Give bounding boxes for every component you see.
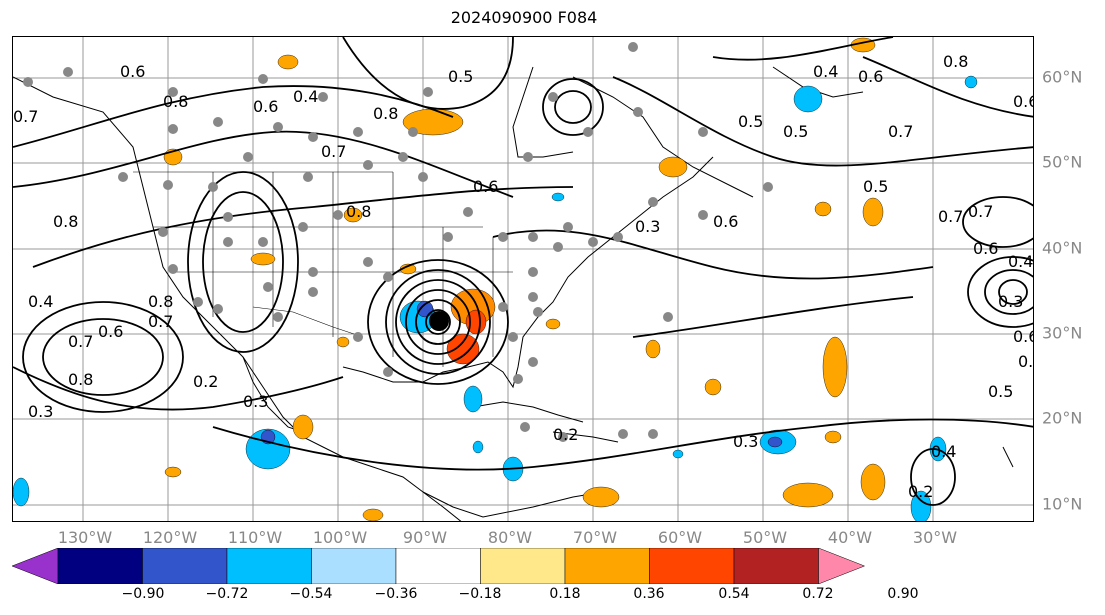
colorbar-segment <box>226 548 312 584</box>
contour-label: 0.4 <box>28 292 53 311</box>
contour-label: 0.5 <box>783 122 808 141</box>
colorbar-tick: 0.72 <box>802 586 834 602</box>
lat-label: 30°N <box>1042 323 1083 343</box>
colorbar-tick: 0.36 <box>633 586 665 602</box>
contour-label: 0.6 <box>1018 352 1034 371</box>
lat-label: 10°N <box>1042 494 1083 514</box>
lon-label: 110°W <box>227 528 283 547</box>
contour-label: 0.7 <box>321 142 346 161</box>
contour-lines <box>13 37 1033 506</box>
contour-label: 0.3 <box>733 432 758 451</box>
colorbar <box>11 548 866 584</box>
lat-label: 60°N <box>1042 67 1083 87</box>
map-panel: 0.6 0.8 0.6 0.4 0.5 0.7 0.8 0.5 0.4 0.6 … <box>12 36 1034 522</box>
contour-label: 0.5 <box>738 112 763 131</box>
colorbar-segment <box>480 548 566 584</box>
colorbar-tick: −0.72 <box>205 586 249 602</box>
contour-label: 0.4 <box>1008 252 1033 271</box>
colorbar-extend-low <box>11 548 59 584</box>
contour-label: 0.6 <box>253 97 278 116</box>
contour-label: 0.6 <box>858 67 883 86</box>
contour-label: 0.2 <box>908 482 933 501</box>
colorbar-segment <box>564 548 650 584</box>
lon-label: 120°W <box>142 528 198 547</box>
contour-label: 0.6 <box>473 177 498 196</box>
lat-label: 20°N <box>1042 408 1083 428</box>
lon-label: 90°W <box>402 528 448 547</box>
map-title: 2024090900 F084 <box>450 8 598 27</box>
contour-label: 0.2 <box>193 372 218 391</box>
colorbar-tick: 0.90 <box>887 586 919 602</box>
colorbar-segment <box>733 548 819 584</box>
lon-label: 30°W <box>912 528 958 547</box>
colorbar-tick: −0.90 <box>121 586 165 602</box>
contour-label: 0.6 <box>98 322 123 341</box>
contour-label: 0.8 <box>373 104 398 123</box>
contour-label: 0.6 <box>1013 327 1034 346</box>
contour-label: 0.7 <box>938 207 963 226</box>
colorbar-tick: 0.54 <box>718 586 750 602</box>
colorbar-tick: −0.54 <box>289 586 333 602</box>
contour-label: 0.2 <box>553 425 578 444</box>
contour-label: 0.8 <box>148 292 173 311</box>
contour-label: 0.5 <box>988 382 1013 401</box>
contour-label: 0.8 <box>163 92 188 111</box>
contour-label: 0.4 <box>813 62 838 81</box>
colorbar-segment <box>395 548 481 584</box>
colorbar-segment <box>142 548 228 584</box>
lon-label: 130°W <box>57 528 113 547</box>
lon-label: 70°W <box>572 528 618 547</box>
contour-label: 0.8 <box>346 202 371 221</box>
contour-label: 0.4 <box>931 442 956 461</box>
colorbar-segment <box>311 548 397 584</box>
contour-label: 0.6 <box>713 212 738 231</box>
contour-label: 0.3 <box>998 292 1023 311</box>
colorbar-tick: 0.18 <box>549 586 581 602</box>
contour-label: 0.7 <box>888 122 913 141</box>
contour-label: 0.8 <box>68 370 93 389</box>
lat-label: 40°N <box>1042 238 1083 258</box>
contour-label: 0.6 <box>1013 92 1034 111</box>
colorbar-segment <box>649 548 735 584</box>
map-canvas: 0.6 0.8 0.6 0.4 0.5 0.7 0.8 0.5 0.4 0.6 … <box>13 37 1034 521</box>
contour-label: 0.6 <box>973 239 998 258</box>
contour-label: 0.7 <box>68 332 93 351</box>
station-dots <box>23 42 773 442</box>
lat-label: 50°N <box>1042 152 1083 172</box>
contour-label: 0.3 <box>243 392 268 411</box>
graticule <box>13 37 1033 521</box>
contour-label: 0.8 <box>53 212 78 231</box>
lon-label: 100°W <box>312 528 368 547</box>
storm-center-marker <box>429 311 449 331</box>
lon-label: 80°W <box>487 528 533 547</box>
contour-label: 0.7 <box>148 312 173 331</box>
contour-label: 0.8 <box>943 52 968 71</box>
anomaly-shading <box>13 37 978 521</box>
contour-label: 0.5 <box>863 177 888 196</box>
contour-label: 0.4 <box>293 87 318 106</box>
colorbar-tick: −0.36 <box>374 586 418 602</box>
contour-label: 0.5 <box>448 67 473 86</box>
contour-label: 0.7 <box>968 202 993 221</box>
colorbar-tick: −0.18 <box>458 586 502 602</box>
colorbar-extend-high <box>818 548 866 584</box>
colorbar-segment <box>57 548 143 584</box>
contour-label: 0.7 <box>13 107 38 126</box>
contour-label: 0.6 <box>120 62 145 81</box>
lon-label: 40°W <box>827 528 873 547</box>
contour-labels: 0.6 0.8 0.6 0.4 0.5 0.7 0.8 0.5 0.4 0.6 … <box>13 52 1034 501</box>
contour-label: 0.3 <box>28 402 53 421</box>
contour-label: 0.3 <box>635 217 660 236</box>
lon-label: 60°W <box>657 528 703 547</box>
lon-label: 50°W <box>742 528 788 547</box>
